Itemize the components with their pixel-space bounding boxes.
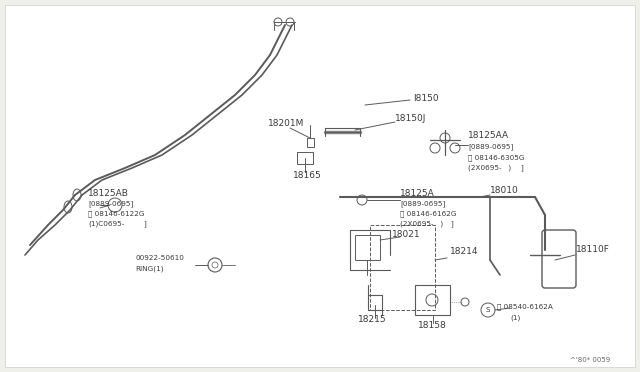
Text: 18201M: 18201M	[268, 119, 305, 128]
Text: 18010: 18010	[490, 186, 519, 195]
Text: [0889-0695]: [0889-0695]	[468, 144, 513, 150]
Bar	[355, 235, 380, 260]
Text: Ⓢ 08540-6162A: Ⓢ 08540-6162A	[497, 304, 553, 310]
Bar	[415, 285, 450, 315]
Text: [0889-0695]: [0889-0695]	[400, 201, 445, 207]
Text: ]: ]	[143, 221, 146, 227]
Text: RING(1): RING(1)	[135, 266, 163, 272]
Text: 18165: 18165	[293, 170, 322, 180]
Text: ^'80* 0059: ^'80* 0059	[570, 357, 611, 363]
Text: 18110F: 18110F	[576, 246, 610, 254]
Text: Ⓑ 08146-6122G: Ⓑ 08146-6122G	[88, 211, 145, 217]
Text: 18214: 18214	[450, 247, 479, 257]
Text: S: S	[486, 307, 490, 313]
Text: ]: ]	[520, 165, 523, 171]
Text: (1)C0695-: (1)C0695-	[88, 221, 124, 227]
Bar	[307, 138, 314, 147]
Bar	[370, 225, 435, 310]
Bar	[297, 152, 313, 164]
Text: 00922-50610: 00922-50610	[135, 255, 184, 261]
Text: 18125AB: 18125AB	[88, 189, 129, 198]
Text: Ⓑ 08146-6305G: Ⓑ 08146-6305G	[468, 155, 525, 161]
Text: Ⓑ 08146-6162G: Ⓑ 08146-6162G	[400, 211, 456, 217]
Text: 18125AA: 18125AA	[468, 131, 509, 140]
Text: [0889-0695]: [0889-0695]	[88, 201, 133, 207]
Text: 18215: 18215	[358, 315, 387, 324]
Text: 18150J: 18150J	[395, 113, 426, 122]
Text: (1): (1)	[510, 315, 520, 321]
Text: 18125A: 18125A	[400, 189, 435, 198]
Text: ]: ]	[450, 221, 452, 227]
Text: (2X0695-   ): (2X0695- )	[468, 165, 511, 171]
Text: 18021: 18021	[392, 230, 420, 238]
Text: l8150: l8150	[413, 93, 438, 103]
Text: 18158: 18158	[418, 321, 447, 330]
Text: (2X0695-   ): (2X0695- )	[400, 221, 443, 227]
